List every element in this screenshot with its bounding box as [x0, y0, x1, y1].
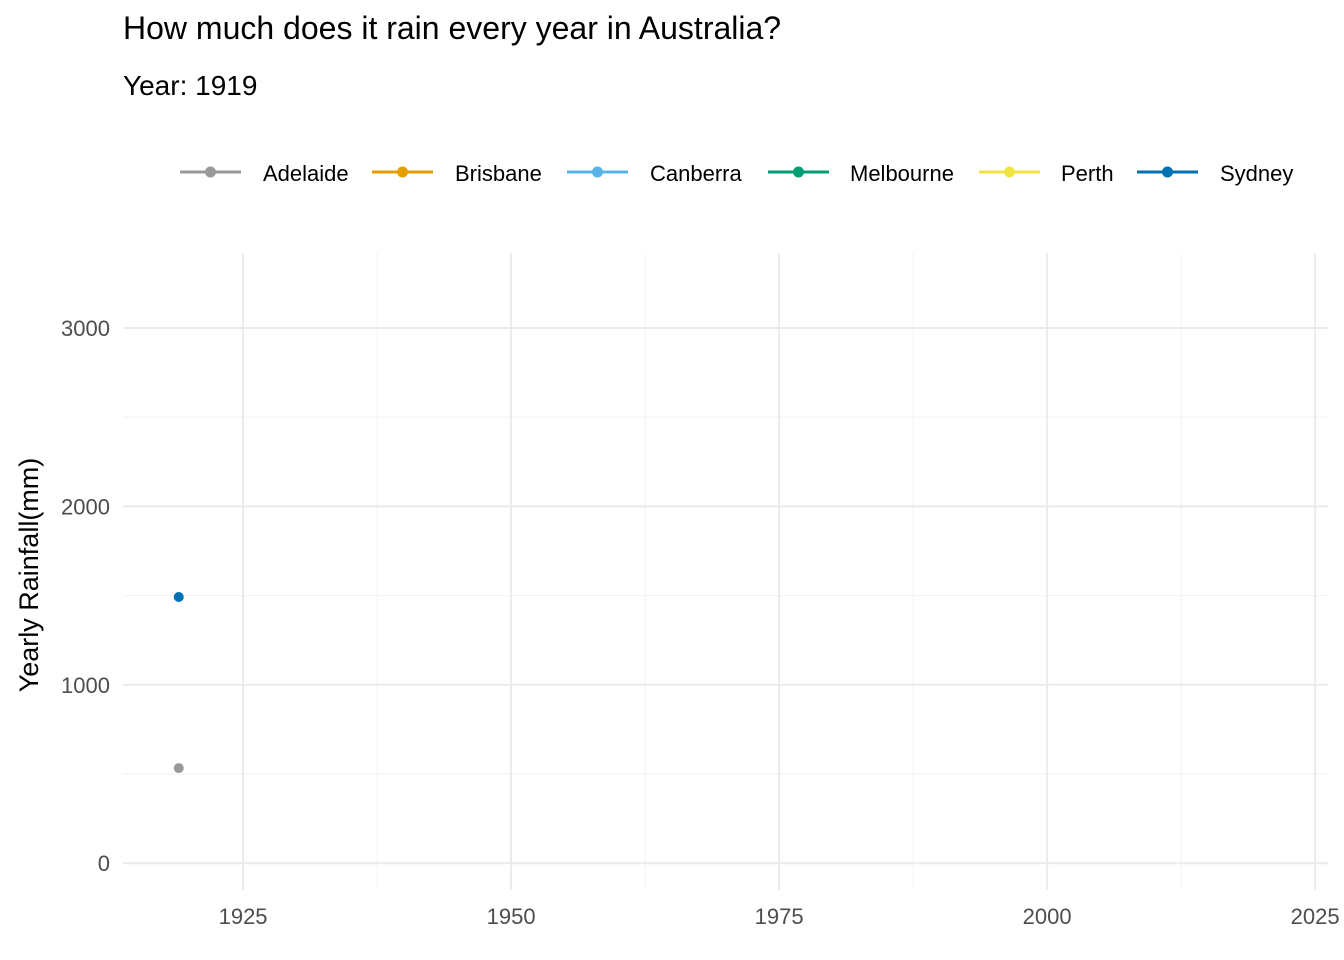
y-axis-label: Yearly Rainfall(mm): [14, 458, 44, 693]
y-tick-label: 3000: [61, 316, 110, 341]
legend-key-point-melbourne: [793, 166, 804, 178]
y-tick-label: 0: [98, 851, 110, 876]
x-tick-label: 1950: [487, 904, 536, 929]
data-point-sydney: [173, 592, 184, 603]
legend-label-canberra: Canberra: [650, 161, 742, 186]
legend-key-point-perth: [1004, 166, 1015, 178]
legend-key-point-sydney: [1162, 166, 1173, 178]
chart-subtitle: Year: 1919: [123, 70, 258, 101]
y-tick-label: 2000: [61, 494, 110, 519]
data-point-adelaide: [173, 763, 184, 774]
legend-key-point-brisbane: [397, 166, 408, 178]
x-tick-label: 2000: [1023, 904, 1072, 929]
legend-label-adelaide: Adelaide: [263, 161, 349, 186]
legend-label-brisbane: Brisbane: [455, 161, 542, 186]
legend-label-sydney: Sydney: [1220, 161, 1293, 186]
legend-label-perth: Perth: [1061, 161, 1114, 186]
x-tick-label: 1975: [755, 904, 804, 929]
chart-title: How much does it rain every year in Aust…: [123, 10, 782, 46]
x-tick-label: 1925: [219, 904, 268, 929]
legend-label-melbourne: Melbourne: [850, 161, 954, 186]
x-tick-label: 2025: [1291, 904, 1340, 929]
y-tick-label: 1000: [61, 673, 110, 698]
legend-key-point-canberra: [592, 166, 603, 178]
legend-key-point-adelaide: [205, 166, 216, 178]
